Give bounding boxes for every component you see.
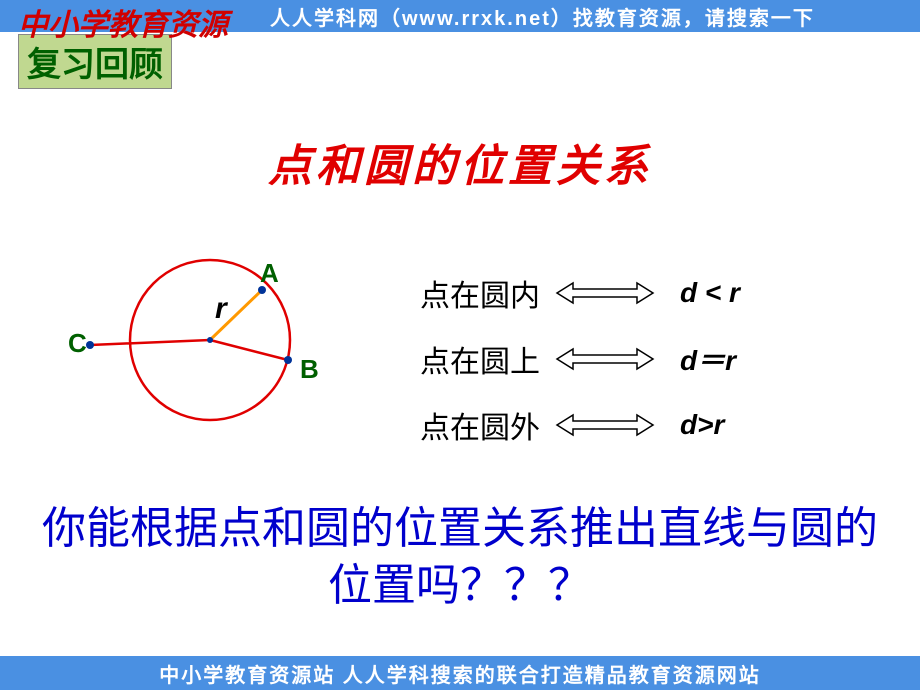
circle-diagram: A B C r: [60, 240, 340, 460]
relation-label: 点在圆上: [400, 337, 540, 381]
point-B: [284, 356, 292, 364]
relation-row: 点在圆上 d＝r: [400, 326, 880, 392]
label-r: r: [215, 292, 229, 325]
relation-formula: d < r: [680, 277, 740, 309]
relation-formula: d＝r: [680, 339, 736, 379]
double-arrow-icon: [540, 413, 670, 437]
relation-label: 点在圆外: [400, 403, 540, 447]
relation-formula: d>r: [680, 409, 724, 441]
line-center-C: [90, 340, 210, 345]
logo-text: 中小学教育资源: [18, 0, 228, 44]
line-center-B: [210, 340, 288, 360]
relation-row: 点在圆内 d < r: [400, 260, 880, 326]
footer-bar: 中小学教育资源站 人人学科搜索的联合打造精品教育资源网站: [0, 656, 920, 690]
label-C: C: [68, 328, 87, 358]
relation-row: 点在圆外 d>r: [400, 392, 880, 458]
relation-label: 点在圆内: [400, 271, 540, 315]
label-A: A: [260, 258, 279, 288]
header-site-text: 人人学科网（www.rrxk.net）找教育资源，请搜索一下: [270, 2, 815, 31]
double-arrow-icon: [540, 347, 670, 371]
point-C: [86, 341, 94, 349]
diagram-svg: A B C r: [60, 240, 340, 460]
point-center: [207, 337, 213, 343]
footer-text: 中小学教育资源站 人人学科搜索的联合打造精品教育资源网站: [159, 659, 761, 688]
double-arrow-icon: [540, 281, 670, 305]
relations-list: 点在圆内 d < r 点在圆上 d＝r 点在圆外 d>r: [400, 260, 880, 458]
label-B: B: [300, 354, 319, 384]
page-title: 点和圆的位置关系: [0, 130, 920, 194]
question-text: 你能根据点和圆的位置关系推出直线与圆的位置吗？？？: [0, 500, 920, 614]
